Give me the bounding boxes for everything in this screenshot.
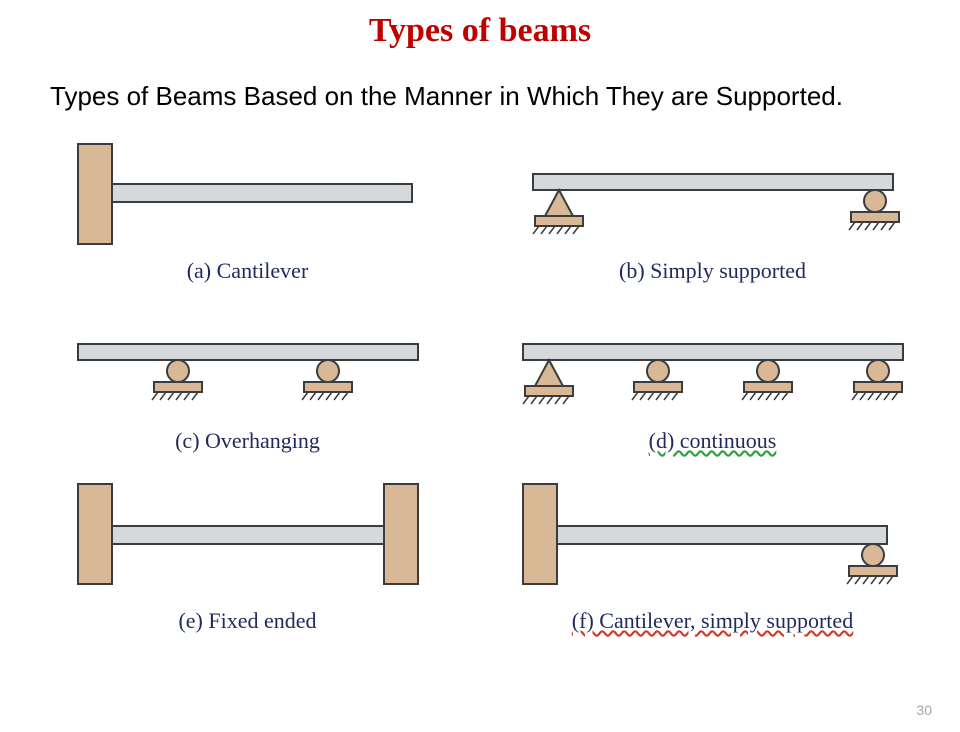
beam-cell-e: (e) Fixed ended xyxy=(20,474,475,644)
beam-cell-d: (d) continuous xyxy=(485,304,940,474)
caption-b: (b) Simply supported xyxy=(485,258,940,284)
caption-c: (c) Overhanging xyxy=(20,428,475,454)
caption-f: (f) Cantilever, simply supported xyxy=(485,608,940,634)
diagram-fixed-ended xyxy=(38,474,458,604)
caption-d: (d) continuous xyxy=(485,428,940,454)
beam-cell-a: (a) Cantilever xyxy=(20,134,475,304)
beam-cell-c: (c) Overhanging xyxy=(20,304,475,474)
page-title: Types of beams xyxy=(0,12,960,50)
diagram-cantilever xyxy=(38,134,458,254)
page-subtitle: Types of Beams Based on the Manner in Wh… xyxy=(50,80,910,114)
diagram-continuous xyxy=(493,304,933,424)
page-number: 30 xyxy=(916,702,932,718)
beam-cell-f: (f) Cantilever, simply supported xyxy=(485,474,940,644)
diagram-simply-supported xyxy=(493,134,933,254)
caption-d-text: (d) continuous xyxy=(649,428,777,453)
title-text: Types of beams xyxy=(369,12,591,49)
beam-grid: (a) Cantilever (b) Simply supported xyxy=(0,134,960,644)
diagram-cantilever-simply-supported xyxy=(493,474,933,604)
caption-f-text: (f) Cantilever, simply supported xyxy=(572,608,853,633)
diagram-overhanging xyxy=(38,304,458,424)
beam-cell-b: (b) Simply supported xyxy=(485,134,940,304)
caption-e: (e) Fixed ended xyxy=(20,608,475,634)
caption-a: (a) Cantilever xyxy=(20,258,475,284)
